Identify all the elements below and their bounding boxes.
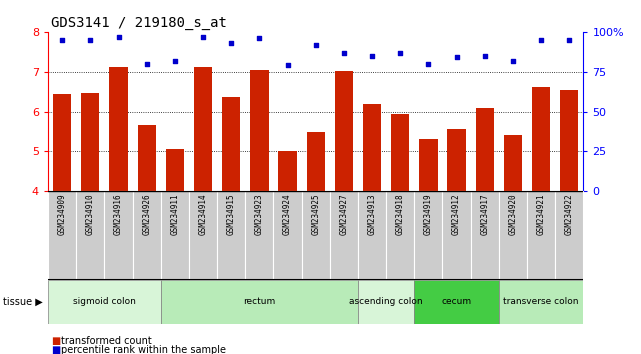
Bar (358, 191, 386, 280)
Text: GSM234914: GSM234914 (199, 194, 208, 235)
Bar (363, 104, 381, 191)
Text: percentile rank within the sample: percentile rank within the sample (61, 345, 226, 354)
Text: GSM234913: GSM234913 (367, 194, 376, 235)
Bar (217, 191, 246, 280)
Bar (527, 191, 555, 280)
Point (283, 62, 293, 68)
Bar (335, 71, 353, 191)
Bar (161, 191, 189, 280)
Text: GSM234922: GSM234922 (565, 194, 574, 235)
Text: GSM234912: GSM234912 (452, 194, 461, 235)
Bar (386, 191, 414, 280)
Text: tissue ▶: tissue ▶ (3, 297, 43, 307)
Bar (133, 191, 161, 280)
Bar (555, 191, 583, 280)
Bar (391, 114, 410, 191)
Point (310, 42, 320, 47)
Bar (110, 67, 128, 191)
Bar (48, 191, 76, 280)
Text: rectum: rectum (243, 297, 276, 306)
Bar (532, 87, 550, 191)
Bar (76, 191, 104, 280)
Bar (165, 149, 184, 191)
Point (508, 58, 518, 63)
Text: GSM234911: GSM234911 (171, 194, 179, 235)
Point (564, 37, 574, 43)
Point (226, 40, 237, 46)
Bar (161, 280, 358, 324)
Bar (470, 191, 499, 280)
Point (57, 37, 67, 43)
Text: GSM234915: GSM234915 (227, 194, 236, 235)
Bar (194, 67, 212, 191)
Bar (504, 135, 522, 191)
Point (198, 34, 208, 40)
Text: GSM234924: GSM234924 (283, 194, 292, 235)
Bar (476, 108, 494, 191)
Point (536, 37, 546, 43)
Text: GSM234917: GSM234917 (480, 194, 489, 235)
Text: ascending colon: ascending colon (349, 297, 423, 306)
Bar (274, 191, 302, 280)
Text: GDS3141 / 219180_s_at: GDS3141 / 219180_s_at (51, 16, 227, 30)
Bar (278, 150, 297, 191)
Bar (306, 132, 325, 191)
Text: GSM234925: GSM234925 (311, 194, 320, 235)
Text: GSM234919: GSM234919 (424, 194, 433, 235)
Point (85, 37, 96, 43)
Bar (414, 191, 442, 280)
Bar (222, 97, 240, 191)
Bar (250, 70, 269, 191)
Bar (81, 93, 99, 191)
Bar (442, 191, 470, 280)
Bar (560, 90, 578, 191)
Point (423, 61, 433, 67)
Bar (104, 191, 133, 280)
Point (451, 55, 462, 60)
Text: GSM234927: GSM234927 (339, 194, 348, 235)
Text: GSM234916: GSM234916 (114, 194, 123, 235)
Text: GSM234920: GSM234920 (508, 194, 517, 235)
Bar (138, 125, 156, 191)
Point (142, 61, 152, 67)
Text: ■: ■ (51, 345, 60, 354)
Bar (414, 280, 499, 324)
Bar (302, 191, 329, 280)
Text: transverse colon: transverse colon (503, 297, 579, 306)
Bar (246, 191, 274, 280)
Point (113, 34, 124, 40)
Text: GSM234918: GSM234918 (395, 194, 404, 235)
Bar (447, 129, 466, 191)
Point (395, 50, 405, 56)
Point (338, 50, 349, 56)
Bar (499, 280, 583, 324)
Bar (53, 93, 71, 191)
Bar (499, 191, 527, 280)
Text: GSM234921: GSM234921 (537, 194, 545, 235)
Bar (48, 280, 161, 324)
Text: GSM234926: GSM234926 (142, 194, 151, 235)
Text: transformed count: transformed count (61, 336, 152, 346)
Point (254, 35, 265, 41)
Text: GSM234909: GSM234909 (58, 194, 67, 235)
Text: sigmoid colon: sigmoid colon (73, 297, 136, 306)
Bar (358, 280, 414, 324)
Point (479, 53, 490, 58)
Bar (329, 191, 358, 280)
Bar (189, 191, 217, 280)
Text: GSM234923: GSM234923 (255, 194, 264, 235)
Point (367, 53, 377, 58)
Point (170, 58, 180, 63)
Text: ■: ■ (51, 336, 60, 346)
Bar (419, 139, 438, 191)
Text: cecum: cecum (442, 297, 472, 306)
Text: GSM234910: GSM234910 (86, 194, 95, 235)
